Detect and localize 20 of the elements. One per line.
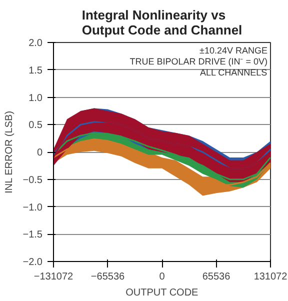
y-tick-label: −1.0 [22, 202, 43, 214]
x-tick-label: −65536 [90, 272, 126, 282]
annotation: ±10.24V RANGE [200, 46, 268, 56]
y-tick-label: 1.0 [28, 92, 43, 104]
y-tick-label: −2.0 [22, 257, 43, 268]
y-tick-label: −1.5 [22, 230, 43, 241]
annotation: ALL CHANNELS [200, 68, 268, 78]
x-axis-title: OUTPUT CODE [126, 288, 199, 298]
x-tick-label: 0 [159, 272, 166, 282]
chart-title: Integral Nonlinearity vs Output Code and Channel [82, 8, 242, 38]
y-tick-label: 1.5 [28, 65, 43, 76]
x-tick-label: 131072 [254, 272, 288, 282]
y-axis-title: INL ERROR (LSB) [4, 110, 15, 194]
y-tick-label: 2.0 [28, 38, 43, 49]
y-tick-label: −0.5 [22, 174, 43, 186]
y-tick-label: 0 [36, 148, 43, 158]
x-tick-label: 65536 [202, 272, 231, 282]
y-tick-label: 0.5 [28, 120, 43, 132]
annotation: TRUE BIPOLAR DRIVE (IN⁻ = 0V) [130, 56, 268, 66]
x-tick-label: −131072 [34, 272, 74, 282]
